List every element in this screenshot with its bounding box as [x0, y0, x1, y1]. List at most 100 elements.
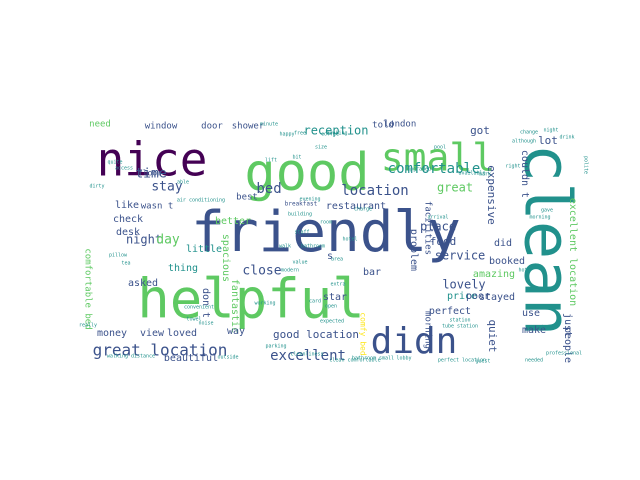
- word-perfect-29: perfect: [429, 306, 471, 317]
- word-facilities-46: facilities: [423, 201, 433, 255]
- word-couldn-t-36: couldn t: [519, 150, 530, 198]
- word-day-17: day: [156, 233, 180, 248]
- word-shower-66: shower: [232, 122, 265, 132]
- word-bar-42: bar: [363, 267, 381, 278]
- word-cloud-canvas: [80, 115, 560, 360]
- word-problem-45: problem: [408, 229, 419, 271]
- word-open-137: open: [325, 304, 337, 310]
- word-extra-91: extra: [330, 282, 345, 288]
- word-quite-118: quite: [107, 160, 122, 166]
- word-wasn-t-69: wasn t: [141, 202, 174, 212]
- word-bed-11: bed: [256, 181, 281, 197]
- word-asked-60: asked: [128, 278, 158, 289]
- word-towel-108: towel: [186, 317, 201, 323]
- word-right-133: right: [505, 164, 520, 170]
- word-make-33: make: [522, 325, 546, 336]
- word-close-18: close: [242, 264, 281, 279]
- word-use-40: use: [522, 308, 540, 319]
- word-guest-121: guest: [475, 359, 490, 365]
- word-location-9: location: [341, 183, 408, 199]
- word-polite-129: polite: [583, 156, 589, 174]
- word-service-20: service: [435, 249, 486, 263]
- word-fantastic-54: fantastic: [229, 279, 240, 333]
- word-minute-93: minute: [260, 122, 278, 128]
- word-better-52: better: [215, 216, 251, 227]
- word-helpful-1: helpful: [137, 268, 365, 331]
- word-window-64: window: [145, 122, 178, 132]
- word-working-97: working: [254, 301, 275, 307]
- word-breakfast-74: breakfast: [285, 201, 318, 208]
- word-time-14: time: [135, 167, 166, 182]
- word-really-116: really: [79, 323, 97, 329]
- word-reception-10: reception: [303, 124, 368, 138]
- word-price-30: price: [447, 291, 477, 302]
- word-modern-89: modern: [281, 268, 299, 274]
- word-hotel-79: hotel: [342, 237, 357, 243]
- word-good-3: good: [244, 143, 369, 203]
- word-loved-57: loved: [167, 328, 197, 339]
- word-happy-112: happy: [279, 132, 294, 138]
- word-night-126: night: [543, 128, 558, 134]
- word-did-41: did: [494, 238, 512, 249]
- word-cleanliness-124: cleanliness: [290, 352, 323, 358]
- word-room-78: room: [320, 220, 332, 226]
- word-coffee-86: coffee: [321, 132, 339, 138]
- word-pillow-80: pillow: [109, 253, 128, 259]
- word-quiet-32: quiet: [486, 319, 499, 352]
- word-change-96: change: [520, 130, 538, 136]
- word-s-72: s: [327, 251, 333, 262]
- word-small-5: small: [381, 136, 495, 180]
- word-available-104: available: [458, 171, 485, 177]
- word-expected-114: expected: [320, 319, 344, 325]
- word-stay-13: stay: [151, 180, 182, 195]
- word-great-location-7: great location: [93, 341, 228, 360]
- word-didn-6: didn: [371, 321, 458, 362]
- word-charge-122: charge: [354, 207, 372, 213]
- word-area-84: area: [331, 257, 343, 263]
- word-spacious-53: spacious: [220, 234, 231, 282]
- word-excellent-12: excellent: [270, 348, 346, 364]
- word-desk-50: desk: [116, 227, 140, 238]
- word-thing-47: thing: [168, 263, 198, 274]
- word-upgraded-103: upgraded: [407, 167, 431, 173]
- word-station-117: station: [449, 318, 470, 324]
- word-bit-92: bit: [292, 155, 301, 161]
- word-place-23: place: [420, 220, 456, 234]
- word-comfortable-bed-62: comfortable bed: [83, 248, 93, 329]
- word-needed-101: needed: [525, 358, 543, 364]
- word-staff-77: staff: [294, 230, 309, 236]
- word-building-76: building: [288, 212, 312, 218]
- word-evening-110: evening: [299, 197, 320, 203]
- word-food-24: food: [430, 235, 457, 248]
- word-london-68: london: [384, 120, 417, 130]
- word-excellent-location-37: excellent location: [567, 198, 578, 306]
- word-restaurant-22: restaurant: [326, 201, 386, 212]
- word-told-67: told: [372, 121, 394, 131]
- word-team-125: team: [541, 325, 553, 331]
- word-able-136: able: [177, 180, 189, 186]
- word-walk-82: walk: [279, 244, 291, 250]
- word-need-63: need: [89, 120, 111, 130]
- word-although-131: although: [512, 139, 536, 145]
- word-walking-distance-106: walking distance: [107, 354, 155, 360]
- word-dirty-135: dirty: [89, 184, 104, 190]
- word-access-119: access: [115, 166, 133, 172]
- word-money-59: money: [97, 328, 127, 339]
- word-expensive-26: expensive: [485, 165, 498, 225]
- word-best-71: best: [236, 193, 258, 203]
- word-amazing-27: amazing: [473, 269, 515, 280]
- word-lift-95: lift: [265, 158, 277, 164]
- word-way-56: way: [227, 326, 245, 337]
- word-air-conditioning-111: air conditioning: [177, 198, 225, 204]
- word-tea-81: tea: [121, 261, 130, 267]
- word-tube-station-88: tube station: [442, 324, 478, 330]
- word-perfect-location-100: perfect location: [438, 358, 486, 364]
- word-great-15: great: [437, 181, 473, 195]
- word-little-48: little: [186, 244, 222, 255]
- word-nice-4: nice: [97, 133, 208, 187]
- word-night-16: night: [126, 233, 162, 247]
- word-pool-109: pool: [434, 145, 446, 151]
- word-don-t-55: don t: [200, 288, 211, 318]
